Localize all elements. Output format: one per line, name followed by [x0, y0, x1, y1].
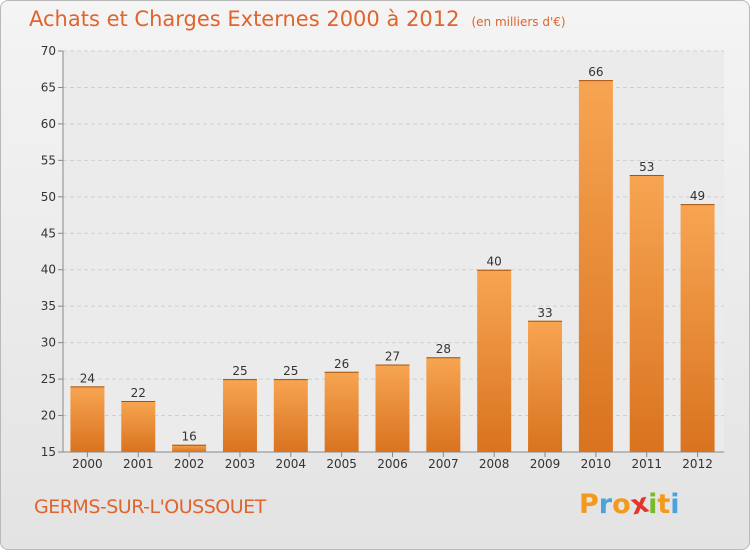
logo-letter: o [612, 489, 631, 520]
x-tick-label: 2011 [631, 457, 662, 471]
data-label: 53 [639, 160, 654, 174]
x-tick-label: 2005 [326, 457, 357, 471]
y-tick-label: 30 [41, 336, 56, 350]
data-label: 33 [537, 306, 552, 320]
bar [324, 371, 359, 452]
y-tick-label: 40 [41, 263, 56, 277]
data-label: 24 [80, 371, 95, 385]
bar [629, 174, 664, 453]
x-tick-label: 2006 [377, 457, 408, 471]
data-label: 66 [588, 65, 603, 79]
logo-letter: t [657, 489, 671, 520]
data-label: 49 [690, 189, 705, 203]
y-tick-label: 35 [41, 299, 56, 313]
y-tick-label: 15 [41, 445, 56, 459]
x-tick-label: 2007 [428, 457, 459, 471]
data-label: 26 [334, 357, 349, 371]
bar [426, 357, 461, 452]
y-tick-label: 55 [41, 153, 56, 167]
x-tick-label: 2009 [530, 457, 561, 471]
logo-letter: P [579, 489, 599, 520]
x-tick-label: 2001 [123, 457, 154, 471]
bar [121, 400, 156, 452]
y-tick-label: 65 [41, 80, 56, 94]
y-tick-label: 20 [41, 409, 56, 423]
bar [273, 379, 308, 452]
town-name: GERMS-SUR-L'OUSSOUET [34, 496, 266, 518]
y-tick-label: 70 [41, 44, 56, 58]
proxiti-logo: Proxiti [579, 488, 680, 522]
data-label: 25 [283, 364, 298, 378]
y-tick-label: 45 [41, 226, 56, 240]
data-label: 22 [131, 386, 146, 400]
y-tick-label: 50 [41, 190, 56, 204]
bar [222, 379, 257, 452]
x-tick-label: 2010 [581, 457, 612, 471]
x-tick-label: 2003 [225, 457, 256, 471]
bar [172, 444, 207, 452]
x-tick-label: 2000 [72, 457, 103, 471]
logo-letter: i [648, 489, 658, 520]
bar [477, 269, 512, 452]
data-label: 25 [232, 364, 247, 378]
bar [70, 386, 105, 452]
x-tick-label: 2002 [174, 457, 205, 471]
y-tick-label: 60 [41, 117, 56, 131]
data-label: 28 [436, 342, 451, 356]
bar [578, 80, 613, 452]
chart-title: Achats et Charges Externes 2000 à 2012 (e… [29, 7, 566, 31]
chart-title-main: Achats et Charges Externes 2000 à 2012 [29, 7, 460, 31]
x-tick-label: 2004 [276, 457, 307, 471]
bar [680, 204, 715, 452]
bar [375, 364, 410, 452]
logo-letter: r [598, 489, 613, 520]
data-label: 27 [385, 350, 400, 364]
x-tick-label: 2012 [682, 457, 713, 471]
logo-letter: i [670, 489, 680, 520]
y-tick-label: 25 [41, 372, 56, 386]
x-tick-label: 2008 [479, 457, 510, 471]
data-label: 40 [487, 255, 502, 269]
bar [528, 320, 563, 452]
chart-subtitle: (en milliers d'€) [471, 15, 566, 29]
data-label: 16 [181, 430, 196, 444]
